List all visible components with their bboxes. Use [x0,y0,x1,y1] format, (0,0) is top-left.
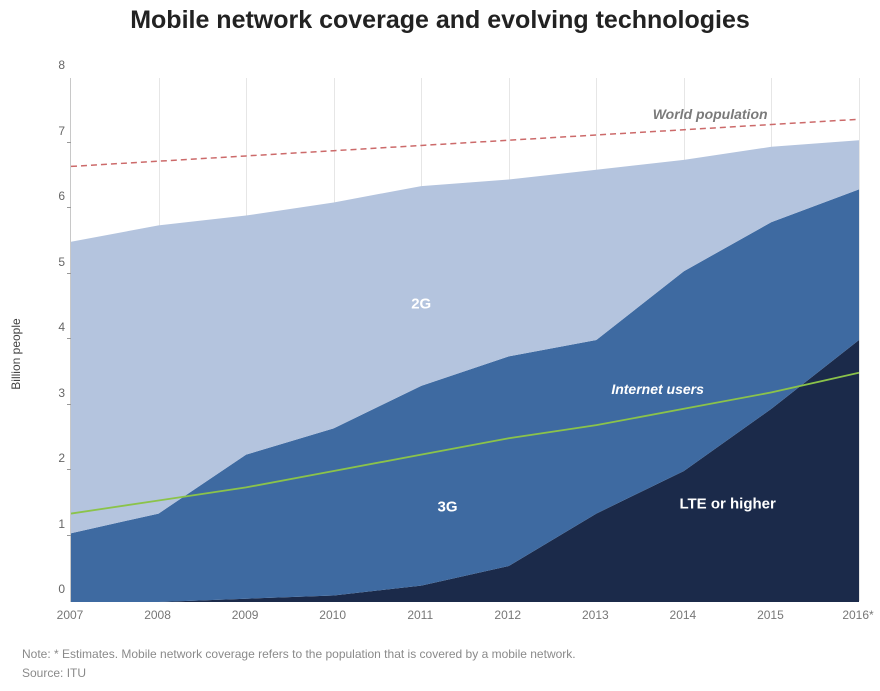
source-text: Source: ITU [22,664,858,683]
x-tick: 2011 [407,608,433,622]
y-tick: 6 [41,201,65,215]
line-label-internet_users: Internet users [611,381,704,397]
series-label-g2: 2G [411,295,431,312]
footnote-text: Note: * Estimates. Mobile network covera… [22,645,858,664]
plot-area: 0123456782G3GLTE or higherWorld populati… [70,78,858,602]
x-tick: 2012 [494,608,521,622]
y-tick: 4 [41,332,65,346]
y-axis-label: Billion people [9,318,23,389]
x-tick: 2007 [57,608,84,622]
series-label-g3: 3G [437,499,457,516]
y-tick: 2 [41,463,65,477]
x-gridline [859,78,860,601]
x-tick: 2015 [757,608,784,622]
chart-svg [71,78,859,602]
x-tick: 2014 [670,608,697,622]
x-tick: 2010 [319,608,346,622]
y-tick: 3 [41,398,65,412]
x-tick: 2008 [144,608,171,622]
plot-region: Billion people 0123456782G3GLTE or highe… [22,78,858,630]
y-tick: 7 [41,136,65,150]
chart-title: Mobile network coverage and evolving tec… [0,6,880,35]
x-tick: 2013 [582,608,609,622]
x-tick: 2016* [842,608,873,622]
series-label-lte: LTE or higher [679,495,775,512]
y-tick: 5 [41,267,65,281]
y-tick: 1 [41,529,65,543]
y-tick: 8 [41,70,65,84]
x-tick: 2009 [232,608,259,622]
footnotes: Note: * Estimates. Mobile network covera… [22,645,858,683]
y-tick: 0 [41,594,65,608]
line-label-world_population: World population [653,106,768,122]
x-axis: 2007200820092010201120122013201420152016… [70,602,858,630]
